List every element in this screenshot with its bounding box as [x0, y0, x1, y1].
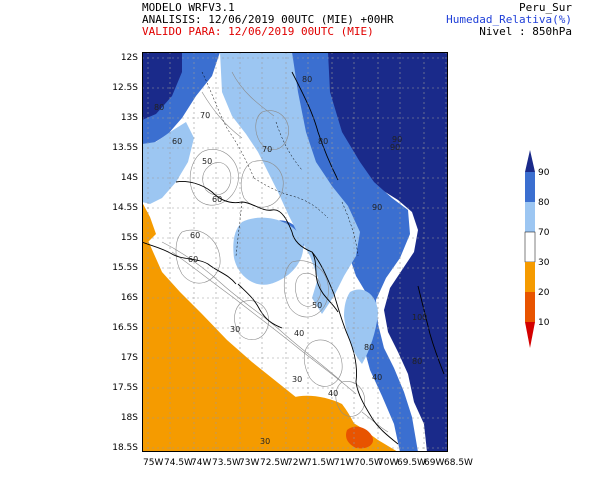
lat-label: 14.5S [112, 203, 138, 213]
light-blue-south [344, 289, 378, 364]
contour-label: 80 [302, 75, 312, 84]
lat-label: 15S [120, 233, 138, 243]
light-blue-west [142, 122, 194, 204]
contour-label: 80 [364, 343, 374, 352]
variable-name: Humedad_Relativa(%) [446, 13, 572, 26]
legend-label: 80 [538, 198, 550, 208]
contour-label: 60 [212, 195, 222, 204]
contour-label: 90 [392, 135, 402, 144]
lat-label: 16S [120, 293, 138, 303]
lon-label: 68.5W [444, 458, 473, 468]
lat-label: 17S [120, 353, 138, 363]
deep-orange-patch [346, 426, 374, 449]
lon-label: 69W [424, 458, 445, 468]
contour-label: 50 [202, 157, 212, 166]
contour-label: 40 [328, 389, 338, 398]
lon-label: 75W [143, 458, 164, 468]
lat-label: 17.5S [112, 383, 138, 393]
contour-label: 30 [260, 437, 270, 446]
legend-swatch [525, 202, 535, 232]
contour-label: 80 [154, 103, 164, 112]
lat-label: 13.5S [112, 143, 138, 153]
pressure-level: Nivel : 850hPa [479, 25, 572, 38]
light-blue-north [220, 52, 360, 314]
ocean-strip [142, 202, 156, 242]
legend-swatch [525, 262, 535, 292]
legend-label: 20 [538, 288, 550, 298]
lat-label: 16.5S [112, 323, 138, 333]
legend-label: 70 [538, 228, 550, 238]
contour-label: 70 [200, 111, 210, 120]
ocean-tongue [271, 395, 367, 452]
contour-label: 60 [172, 137, 182, 146]
mid-blue-northwest [142, 52, 220, 144]
contour-label: 100 [412, 313, 427, 322]
lon-label: 70.5W [354, 458, 383, 468]
grid-lines [142, 52, 448, 452]
model-title: MODELO WRFV3.1 [142, 1, 235, 14]
lat-label: 18S [120, 413, 138, 423]
lat-label: 18.5S [112, 443, 138, 453]
lon-label: 73.5W [212, 458, 241, 468]
legend-label: 10 [538, 318, 550, 328]
contour-label: 30 [292, 375, 302, 384]
lon-label: 70W [378, 458, 399, 468]
lat-label: 13S [120, 113, 138, 123]
color-legend: 90 80 70 30 20 10 [524, 150, 550, 348]
lat-label: 12.5S [112, 83, 138, 93]
ocean-area [142, 227, 398, 452]
contour-label: 60 [190, 231, 200, 240]
lon-label: 73W [239, 458, 260, 468]
legend-swatch [524, 231, 536, 263]
valid-time: VALIDO PARA: 12/06/2019 00UTC (MIE) [142, 25, 374, 38]
lon-label: 74.5W [164, 458, 193, 468]
analysis-time: ANALISIS: 12/06/2019 00UTC (MIE) +00HR [142, 13, 394, 26]
legend-swatch-top [525, 150, 535, 172]
contour-label: 80 [318, 137, 328, 146]
domain-name: Peru_Sur [519, 1, 572, 14]
legend-swatch-bottom [525, 322, 535, 348]
lon-label: 69.5W [397, 458, 426, 468]
contour-label: 30 [230, 325, 240, 334]
contour-label: 90 [390, 143, 400, 152]
map-frame [142, 52, 448, 452]
lon-label: 71W [334, 458, 355, 468]
lon-label: 71.5W [306, 458, 335, 468]
dark-blue-northwest [142, 52, 186, 122]
lon-label: 74W [191, 458, 212, 468]
lat-label: 15.5S [112, 263, 138, 273]
lon-label: 72W [287, 458, 308, 468]
legend-swatch [525, 292, 535, 322]
contour-label: 40 [294, 329, 304, 338]
department-borders [201, 71, 359, 257]
legend-swatch [525, 172, 535, 202]
contour-label: 90 [372, 203, 382, 212]
legend-label: 30 [538, 258, 550, 268]
contour-label: 70 [262, 145, 272, 154]
contour-label: 60 [188, 255, 198, 264]
lat-label: 12S [120, 53, 138, 63]
contour-label: 40 [372, 373, 382, 382]
lat-label: 14S [120, 173, 138, 183]
legend-label: 90 [538, 168, 550, 178]
humidity-map: 80 80 70 60 50 60 70 80 90 90 60 50 40 3… [142, 52, 448, 452]
contour-label: 80 [412, 357, 422, 366]
lon-label: 72.5W [260, 458, 289, 468]
contour-label: 50 [312, 301, 322, 310]
